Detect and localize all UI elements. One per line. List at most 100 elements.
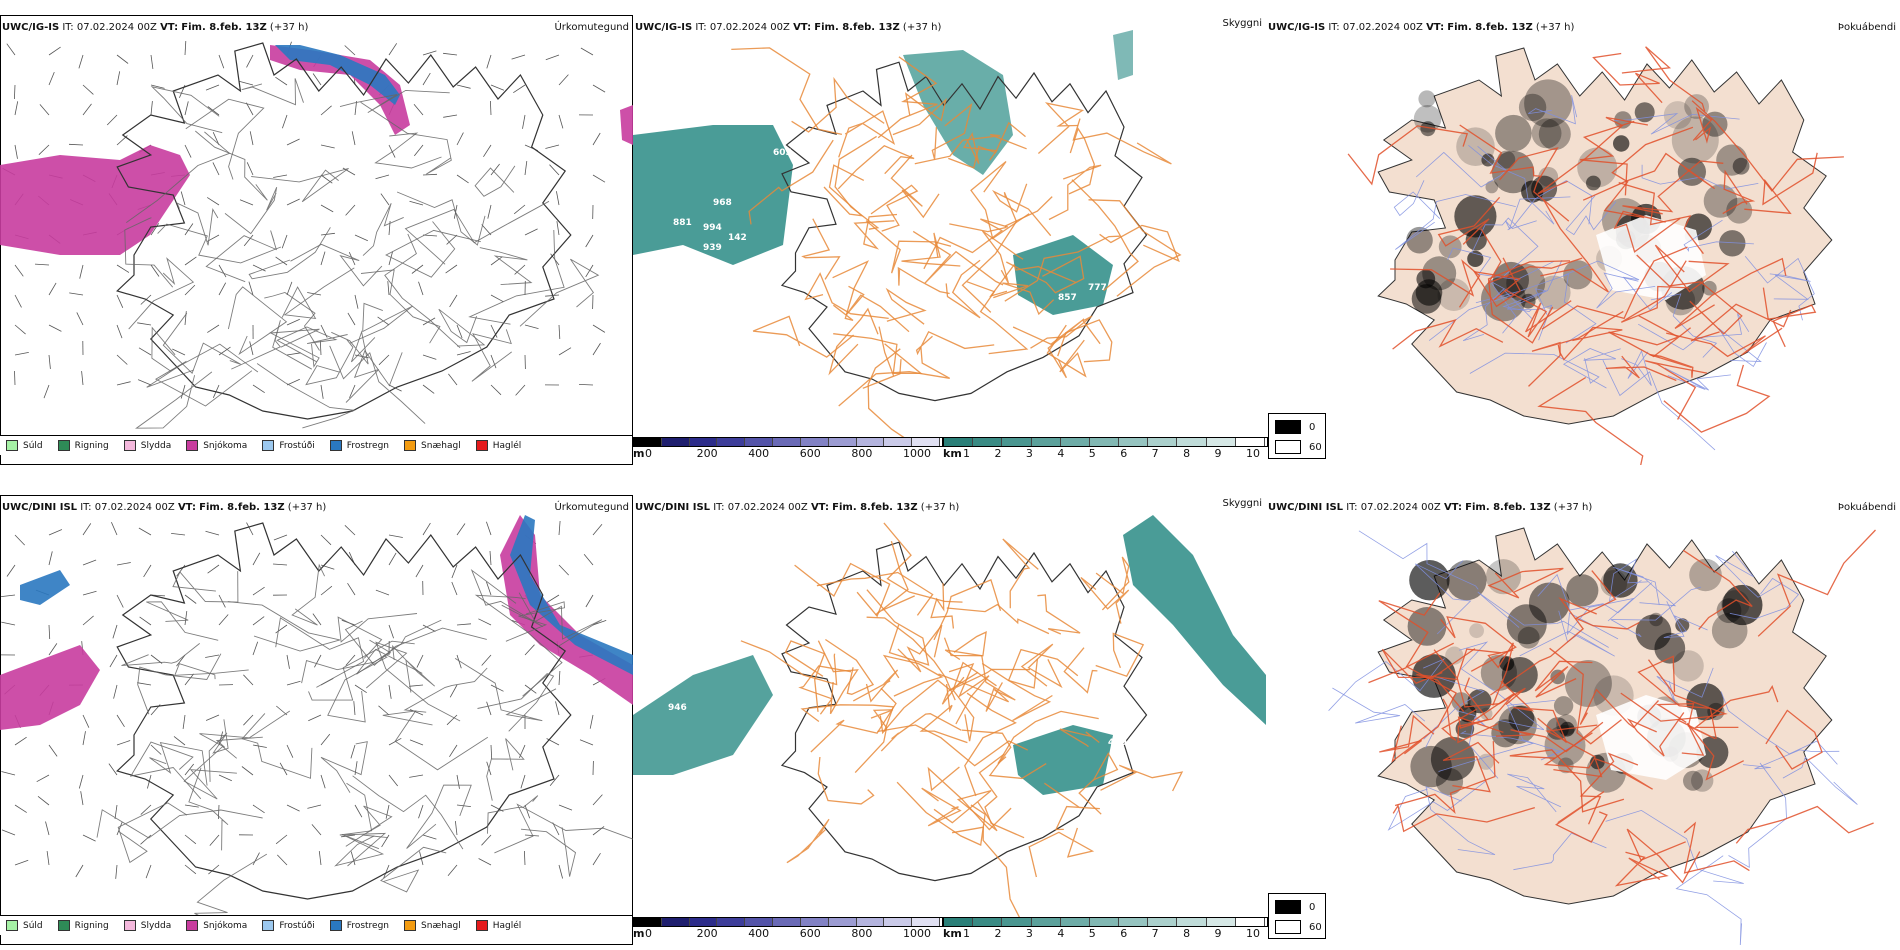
wind-barb bbox=[212, 162, 220, 176]
road-line bbox=[825, 638, 875, 695]
wind-barb bbox=[413, 144, 424, 157]
wind-barb bbox=[143, 564, 152, 578]
road-line bbox=[1782, 756, 1858, 805]
road-network bbox=[1393, 95, 1815, 451]
colorbar-cell bbox=[717, 918, 746, 926]
road-line bbox=[374, 132, 442, 169]
wind-barb bbox=[109, 654, 118, 668]
vt-label: VT: bbox=[1443, 502, 1462, 513]
fog-cell bbox=[1719, 230, 1746, 257]
road-line bbox=[963, 132, 998, 164]
road-line bbox=[320, 741, 368, 793]
legend-label: Snæhagl bbox=[421, 920, 461, 931]
wind-barb bbox=[456, 523, 466, 536]
wind-barb bbox=[347, 312, 356, 326]
road-line bbox=[1613, 113, 1740, 135]
wind-barb bbox=[113, 684, 118, 699]
fog-cell bbox=[1683, 770, 1703, 791]
wind-barb bbox=[320, 585, 333, 596]
vt-label: VT: bbox=[810, 502, 829, 513]
road-line bbox=[404, 200, 550, 265]
fog-map-graphic bbox=[1347, 46, 1844, 465]
wind-barb bbox=[511, 54, 526, 60]
road-line bbox=[1613, 566, 1677, 607]
wind-barb bbox=[524, 804, 531, 819]
road-line bbox=[146, 601, 219, 641]
wind-barb bbox=[116, 294, 124, 308]
road-line bbox=[1507, 773, 1562, 813]
road-line bbox=[1347, 125, 1469, 186]
road-line bbox=[1447, 247, 1555, 281]
wind-barb bbox=[422, 624, 436, 632]
vt-label: VT: bbox=[1426, 22, 1445, 33]
colorbar-cell bbox=[1031, 438, 1061, 446]
wind-barb bbox=[239, 199, 254, 206]
fog-cell bbox=[1435, 768, 1464, 796]
wind-barb bbox=[212, 132, 220, 146]
wind-barb bbox=[347, 582, 356, 596]
fog-cell bbox=[1491, 150, 1535, 194]
wind-barb bbox=[79, 264, 84, 279]
wind-barb bbox=[115, 864, 118, 879]
wind-barb bbox=[75, 864, 84, 878]
wind-barb bbox=[451, 564, 458, 579]
road-line bbox=[1620, 260, 1690, 323]
road-line bbox=[919, 684, 968, 744]
wind-barb bbox=[354, 804, 363, 818]
road-line bbox=[1044, 782, 1100, 831]
wind-barb bbox=[184, 834, 197, 845]
road-line bbox=[366, 641, 461, 722]
panel-name: Þokuábendi bbox=[1837, 502, 1896, 513]
wind-barb bbox=[286, 378, 300, 386]
road-line bbox=[828, 307, 879, 376]
wind-barb bbox=[206, 197, 220, 206]
wind-barb bbox=[456, 654, 462, 669]
model-name: UWC/DINI ISL bbox=[2, 502, 78, 513]
wind-barb bbox=[218, 614, 229, 626]
it-value: 07.02.2024 00Z bbox=[76, 22, 157, 33]
legend-item: Haglél bbox=[475, 440, 521, 451]
wind-barb bbox=[513, 204, 526, 215]
colorbar-cell bbox=[1031, 918, 1061, 926]
colorbar-cell bbox=[1089, 438, 1120, 446]
wind-barb bbox=[275, 76, 288, 86]
fog-cell bbox=[1438, 235, 1462, 259]
wind-barb bbox=[592, 84, 606, 93]
road-line bbox=[1473, 257, 1522, 308]
road-line bbox=[157, 223, 282, 264]
fog-cell bbox=[1485, 180, 1499, 194]
legend-item: Súld bbox=[6, 920, 43, 931]
road-line bbox=[752, 315, 855, 358]
wind-barb bbox=[558, 804, 573, 811]
ceiling-value-label: 480 bbox=[1108, 738, 1127, 748]
road-line bbox=[1540, 199, 1609, 293]
wind-barb bbox=[589, 714, 594, 729]
wind-barb bbox=[422, 384, 435, 394]
colorbar-cell bbox=[800, 918, 829, 926]
wind-barb bbox=[252, 552, 261, 566]
road-line bbox=[933, 789, 998, 832]
road-line bbox=[1507, 180, 1593, 231]
road-line bbox=[748, 139, 834, 225]
road-line bbox=[1392, 804, 1535, 833]
road-line bbox=[1063, 647, 1098, 694]
ceiling-map-graphic: 946 480 bbox=[633, 515, 1266, 921]
road-line bbox=[1080, 576, 1130, 624]
wind-barb bbox=[314, 654, 322, 668]
ceiling-value-label: 605 bbox=[773, 148, 792, 158]
wind-barb bbox=[116, 264, 130, 273]
road-line bbox=[474, 165, 516, 197]
legend-item: Slydda bbox=[123, 440, 171, 451]
wind-barb bbox=[14, 101, 19, 116]
wind-barb bbox=[48, 551, 53, 566]
wind-barb bbox=[388, 144, 396, 158]
road-line bbox=[949, 196, 1053, 233]
wind-barb bbox=[409, 200, 424, 206]
road-line bbox=[1394, 741, 1496, 815]
wind-barb bbox=[82, 714, 90, 728]
road-line bbox=[1506, 700, 1582, 761]
road-line bbox=[188, 767, 229, 851]
wind-barb bbox=[555, 701, 560, 716]
colorbar-unit: km bbox=[943, 447, 962, 460]
wind-barb bbox=[487, 204, 492, 219]
